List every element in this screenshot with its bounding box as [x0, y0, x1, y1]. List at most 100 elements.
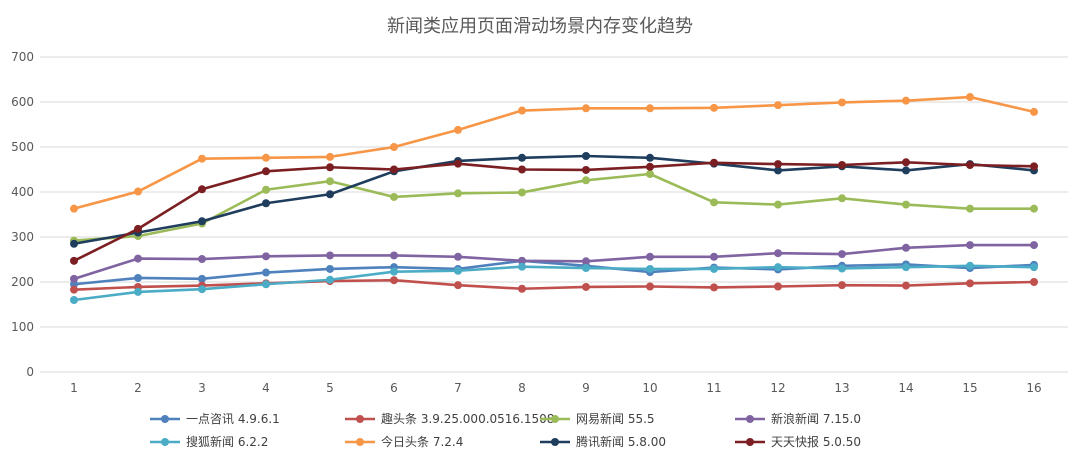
data-point [134, 287, 142, 296]
data-point [390, 192, 398, 201]
legend-label: 新浪新闻 7.15.0 [771, 411, 861, 426]
data-point [838, 250, 846, 259]
y-tick-label: 700 [11, 50, 34, 64]
data-point [198, 285, 206, 294]
data-point [70, 285, 78, 294]
data-point [262, 185, 270, 194]
x-tick-label: 5 [326, 381, 334, 395]
data-point [518, 262, 526, 271]
legend-label: 网易新闻 55.5 [576, 411, 655, 426]
data-point [1030, 107, 1038, 116]
series-lines [70, 93, 1038, 304]
x-tick-label: 7 [454, 381, 462, 395]
data-point [454, 252, 462, 261]
series-line [73, 264, 1035, 302]
y-tick-label: 400 [11, 185, 34, 199]
data-point [582, 152, 590, 160]
x-tick-label: 9 [582, 381, 590, 395]
data-point [198, 255, 206, 264]
data-point [390, 267, 398, 276]
series-line [73, 243, 1034, 281]
data-point [1030, 263, 1038, 272]
data-point [710, 158, 718, 167]
data-point [198, 217, 206, 226]
data-point [646, 104, 654, 113]
series-line [73, 161, 1035, 263]
data-point [390, 276, 398, 285]
data-point [518, 106, 526, 115]
legend-label: 腾讯新闻 5.8.00 [576, 434, 666, 449]
data-point [902, 263, 910, 272]
data-point [902, 243, 910, 252]
data-point [198, 274, 206, 283]
series-line [73, 154, 1035, 246]
data-point [646, 264, 654, 273]
data-point [518, 153, 526, 162]
series-line [73, 278, 1035, 291]
data-point [774, 282, 782, 291]
data-point [326, 251, 334, 260]
y-tick-label: 0 [26, 365, 34, 379]
data-point [966, 261, 974, 270]
data-point [1030, 241, 1038, 250]
data-point [838, 264, 846, 273]
series-line [73, 172, 1034, 242]
x-tick-label: 15 [962, 381, 977, 395]
data-point [966, 204, 974, 213]
legend-marker [551, 438, 559, 446]
gridlines [40, 56, 1068, 373]
data-point [710, 264, 718, 273]
legend-item: 网易新闻 55.5 [540, 411, 655, 426]
legend-label: 一点咨讯 4.9.6.1 [186, 411, 280, 426]
data-point [262, 252, 270, 261]
data-point [454, 125, 462, 134]
series-group [70, 158, 1038, 265]
x-axis-ticks: 1 2 3 4 5 6 7 8 9 10 11 12 13 14 15 16 [70, 381, 1041, 395]
legend-marker [746, 415, 754, 423]
legend-label: 今日头条 7.2.4 [381, 434, 463, 449]
data-point [582, 264, 590, 273]
y-tick-label: 300 [11, 230, 34, 244]
x-tick-label: 13 [834, 381, 849, 395]
x-tick-label: 11 [706, 381, 721, 395]
data-point [646, 162, 654, 171]
data-point [774, 263, 782, 272]
data-point [326, 152, 334, 161]
data-point [966, 161, 974, 169]
data-point [582, 176, 590, 185]
data-point [390, 165, 398, 174]
data-point [454, 159, 462, 168]
data-point [902, 158, 910, 167]
x-tick-label: 4 [262, 381, 270, 395]
data-point [198, 185, 206, 194]
x-tick-label: 8 [518, 381, 526, 395]
data-point [262, 268, 270, 277]
data-point [1030, 278, 1038, 286]
data-point [454, 281, 462, 290]
data-point [70, 239, 78, 248]
legend-item: 天天快报 5.0.50 [735, 434, 861, 449]
series-group [70, 170, 1038, 245]
data-point [326, 163, 334, 172]
data-point [710, 252, 718, 261]
data-point [454, 189, 462, 198]
y-tick-label: 600 [11, 95, 34, 109]
data-point [646, 153, 654, 162]
data-point [198, 154, 206, 163]
x-tick-label: 3 [198, 381, 206, 395]
y-tick-label: 100 [11, 320, 34, 334]
data-point [838, 194, 846, 203]
legend-marker [356, 415, 364, 423]
legend-label: 趣头条 3.9.25.000.0516.1508 [381, 411, 554, 426]
data-point [838, 161, 846, 169]
legend-marker [746, 438, 754, 446]
legend-marker [551, 415, 559, 423]
series-line [73, 95, 1035, 210]
data-point [70, 274, 78, 283]
data-point [774, 249, 782, 258]
series-group [70, 241, 1038, 283]
data-point [134, 273, 142, 282]
data-point [1030, 162, 1038, 171]
x-tick-label: 14 [898, 381, 913, 395]
